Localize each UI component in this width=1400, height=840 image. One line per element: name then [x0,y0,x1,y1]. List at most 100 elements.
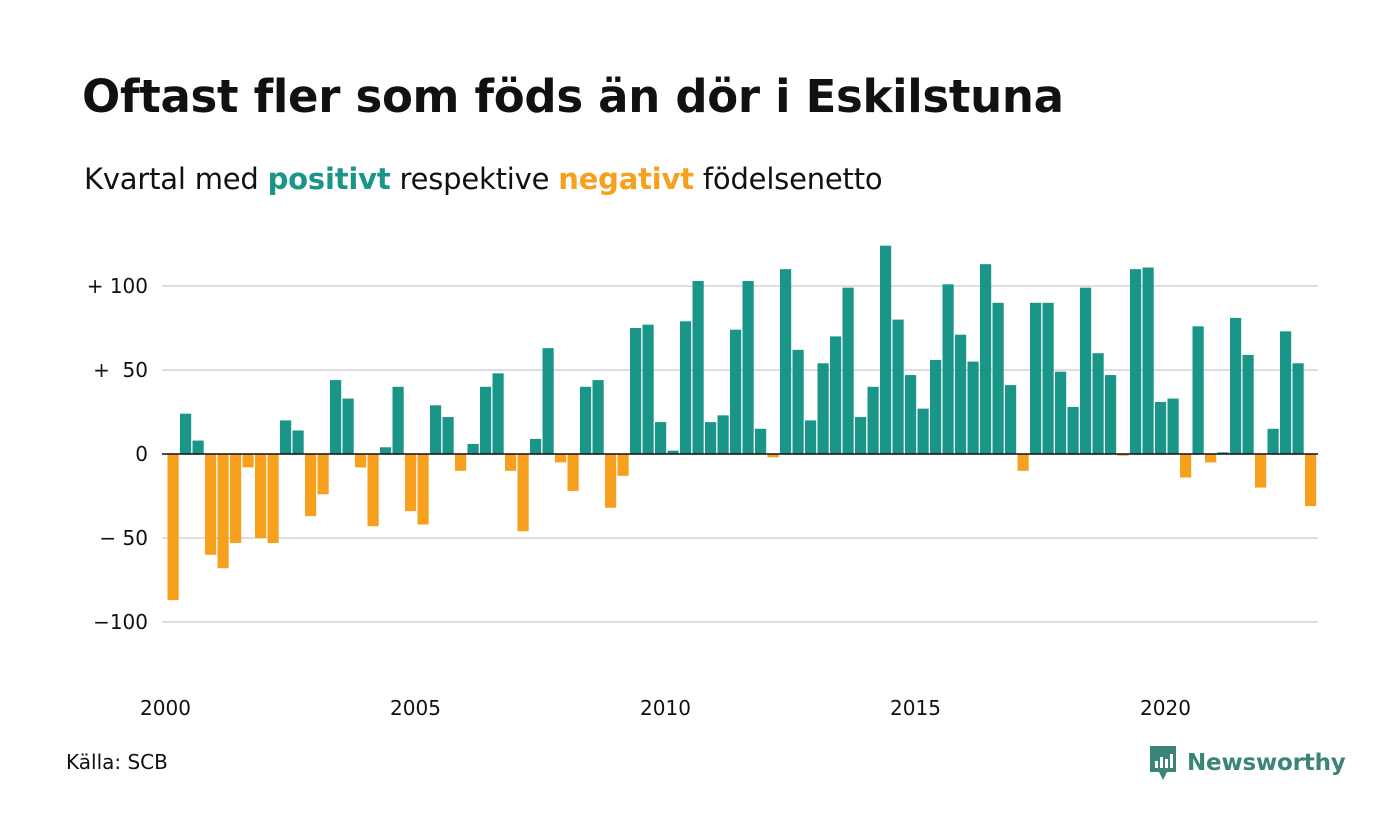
bar [205,454,217,555]
x-tick-label: 2015 [890,696,941,720]
bar [317,454,329,495]
bar [292,430,304,454]
bar [930,359,942,454]
bar [1030,302,1042,454]
bar [1292,363,1304,454]
bar [380,447,392,454]
y-tick-label: 0 [135,442,148,466]
bar [992,302,1004,454]
bar [1217,452,1229,454]
bar [830,336,842,454]
bar [517,454,529,532]
bar [255,454,267,538]
bar [905,375,917,454]
bar [1167,398,1179,454]
bar [367,454,379,527]
bar [717,415,729,454]
bar [267,454,279,544]
bar [667,450,679,454]
bar [817,363,829,454]
bar [530,438,542,454]
bar [1130,269,1142,454]
bar [1280,331,1292,454]
bar [167,454,179,601]
bar [955,334,967,454]
bar [330,380,342,454]
bar [1117,454,1129,456]
bars [167,245,1317,601]
bar [480,386,492,454]
bar-chart: + 100 + 50 0 − 50 −100 2000 2005 2010 2015 2020 [87,245,1318,720]
bar [680,321,692,454]
bar [230,454,242,544]
bar [780,269,792,454]
bar [242,454,254,468]
chart-title: Oftast fler som föds än dör i Eskilstuna [82,70,1064,123]
bar [355,454,367,468]
bar [805,420,817,454]
bar [1192,326,1204,454]
bar [617,454,629,476]
bar [1230,317,1242,454]
bar [692,280,704,454]
bar [1242,354,1254,454]
subtitle-prefix: Kvartal med [84,162,259,196]
bar [1067,406,1079,454]
bar [730,329,742,454]
bar [505,454,517,471]
bar [630,328,642,454]
bar [580,386,592,454]
bar [342,398,354,454]
bar [855,417,867,454]
bar [1205,454,1217,463]
x-tick-label: 2020 [1140,696,1191,720]
bar [1267,428,1279,454]
bar [880,245,892,454]
bar [192,440,204,454]
x-axis-tick-labels: 2000 2005 2010 2015 2020 [140,696,1191,720]
subtitle-positive-word: positivt [267,162,391,196]
subtitle-negative-word: negativt [558,162,694,196]
bar [305,454,317,517]
source-note: Källa: SCB [66,750,168,774]
x-tick-label: 2010 [640,696,691,720]
bar [567,454,579,491]
bar [442,417,454,454]
y-tick-label: + 50 [93,358,148,382]
bar [942,284,954,454]
logo-text: Newsworthy [1187,750,1346,776]
bar [555,454,567,463]
y-tick-label: + 100 [87,274,148,298]
bar [792,349,804,454]
bar [1092,353,1104,454]
bar [1005,385,1017,454]
bar [1105,375,1117,454]
bar [755,428,767,454]
bar [430,405,442,454]
bar [1017,454,1029,471]
bar [1080,287,1092,454]
bar [605,454,617,508]
x-tick-label: 2005 [390,696,441,720]
bar [917,408,929,454]
bar [1155,401,1167,454]
bar [405,454,417,512]
bar [742,280,754,454]
bar [892,319,904,454]
y-tick-label: −100 [93,610,148,634]
bar [967,361,979,454]
bar [767,454,779,458]
y-axis-tick-labels: + 100 + 50 0 − 50 −100 [87,274,148,634]
bar [455,454,467,471]
bar [280,420,292,454]
bar [1055,371,1067,454]
newsworthy-chart-bubble-icon [1150,746,1176,780]
x-tick-label: 2000 [140,696,191,720]
bar [842,287,854,454]
chart-subtitle: Kvartal med positivt respektive negativt… [84,162,883,196]
y-tick-label: − 50 [99,526,148,550]
bar [417,454,429,525]
newsworthy-logo: Newsworthy [1148,744,1346,782]
bar [980,264,992,454]
bar [1255,454,1267,488]
